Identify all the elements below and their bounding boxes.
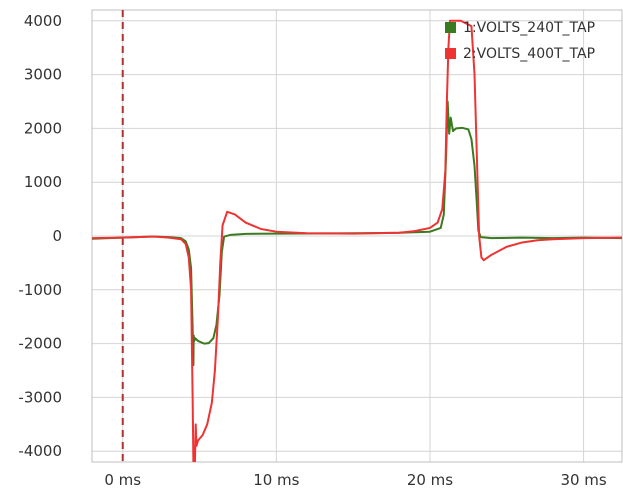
x-axis-tick-labels: 0 ms 10 ms 20 ms 30 ms [104,471,607,489]
y-tick-label: 0 [52,227,62,245]
legend-label: 2:VOLTS_400T_TAP [463,46,595,62]
series-line-2 [92,19,622,462]
y-tick-label: -2000 [18,335,62,353]
plot-area [92,10,622,462]
legend-label: 1:VOLTS_240T_TAP [463,20,595,36]
legend: 1:VOLTS_240T_TAP 2:VOLTS_400T_TAP [445,20,595,62]
y-tick-label: 3000 [24,66,62,84]
grid-lines [92,10,622,462]
x-tick-label: 0 ms [104,471,141,489]
legend-swatch [445,22,456,33]
y-tick-label: -4000 [18,442,62,460]
y-tick-label: -3000 [18,388,62,406]
plot-frame [91,9,623,463]
y-tick-label: 4000 [24,12,62,30]
legend-swatch [445,48,456,59]
x-tick-label: 30 ms [560,471,606,489]
x-tick-label: 20 ms [407,471,453,489]
axes [91,9,623,463]
y-axis-tick-labels: 4000 3000 2000 1000 0 -1000 -2000 -3000 -4000 [18,12,62,460]
y-tick-label: 1000 [24,173,62,191]
x-tick-label: 10 ms [253,471,299,489]
y-tick-label: 2000 [24,119,62,137]
y-tick-label: -1000 [18,281,62,299]
